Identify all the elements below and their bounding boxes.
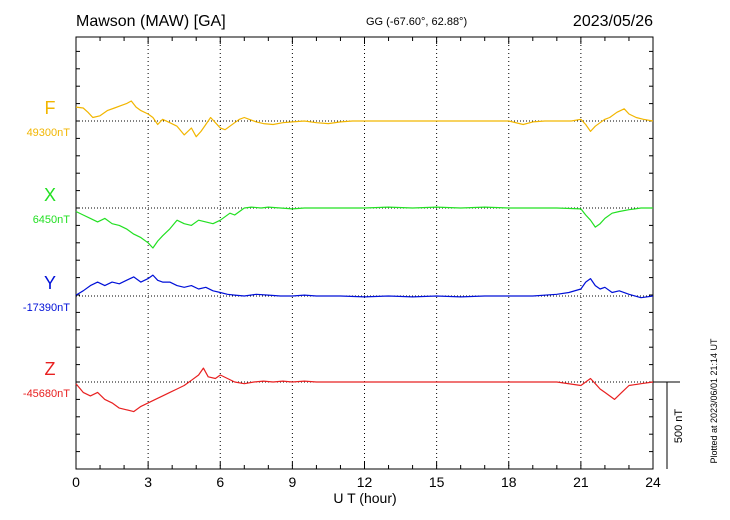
series-name-z: Z — [45, 359, 56, 379]
scale-bar: 500 nT — [653, 381, 685, 469]
series-name-f: F — [45, 98, 56, 118]
series-x: X 6450nT — [33, 185, 653, 249]
scale-bar-label: 500 nT — [673, 409, 685, 444]
x-tick-label: 6 — [216, 474, 224, 490]
series-name-y: Y — [44, 273, 56, 293]
baseline-label-x: 6450nT — [33, 214, 71, 226]
trace-y — [75, 274, 654, 299]
x-tick-label: 9 — [288, 474, 296, 490]
coords-label: GG (-67.60°, 62.88°) — [366, 16, 467, 28]
grid-lines — [147, 37, 582, 469]
baseline-label-y: -17390nT — [23, 302, 70, 314]
series-group: F 49300nT X 6450nT Y -17390nT Z -45680nT — [23, 98, 654, 413]
trace-z — [75, 367, 654, 413]
x-tick-labels: 0 3 6 9 12 15 18 21 24 — [72, 474, 661, 490]
x-tick-label: 24 — [645, 474, 661, 490]
series-name-x: X — [44, 185, 56, 205]
x-tick-label: 3 — [144, 474, 152, 490]
x-tick-label: 12 — [357, 474, 373, 490]
series-f: F 49300nT — [27, 98, 654, 139]
x-tick-label: 18 — [501, 474, 517, 490]
tick-marks — [75, 37, 654, 470]
trace-x — [75, 206, 653, 249]
series-y: Y -17390nT — [23, 273, 654, 314]
trace-f — [75, 100, 654, 138]
series-z: Z -45680nT — [23, 359, 654, 413]
x-tick-label: 15 — [429, 474, 445, 490]
x-tick-label: 0 — [72, 474, 80, 490]
x-axis-label: U T (hour) — [333, 490, 396, 506]
date-label: 2023/05/26 — [573, 13, 653, 30]
station-title: Mawson (MAW) [GA] — [76, 13, 226, 30]
plotted-timestamp: Plotted at 2023/06/01 21:14 UT — [709, 338, 719, 464]
x-tick-label: 21 — [573, 474, 589, 490]
baseline-label-z: -45680nT — [23, 388, 70, 400]
baseline-label-f: 49300nT — [27, 127, 71, 139]
